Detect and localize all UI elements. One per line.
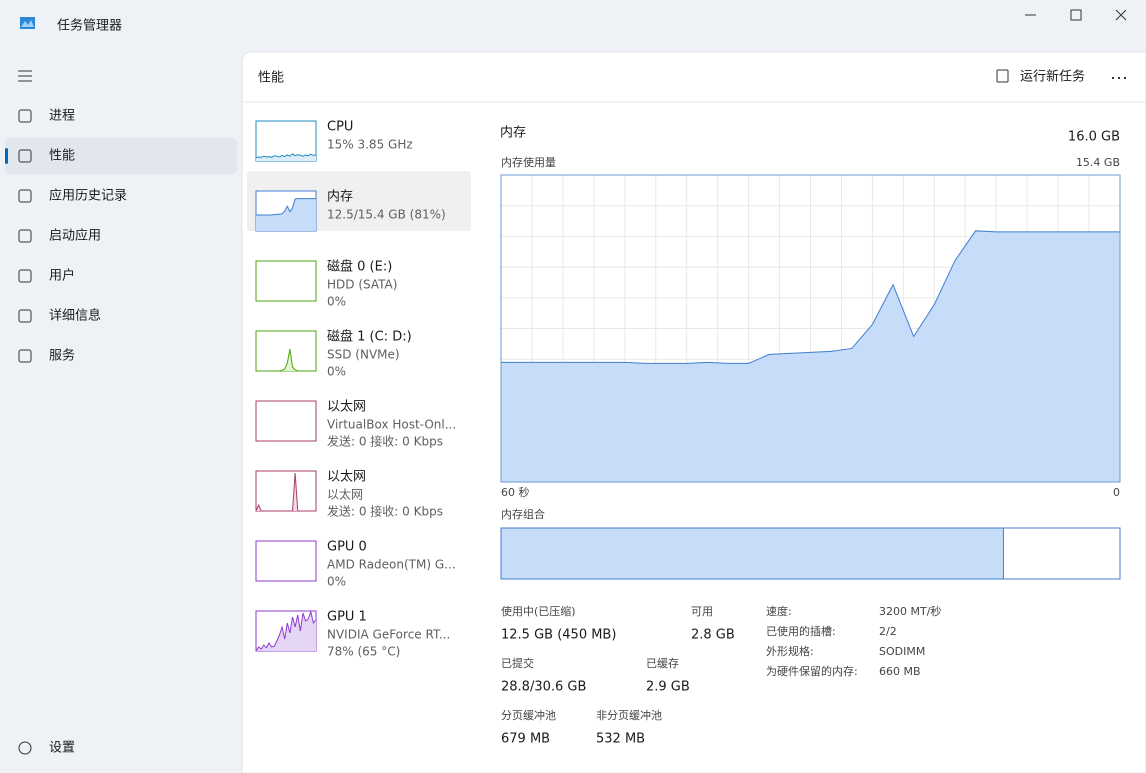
device-thumbnail[interactable] <box>255 330 317 372</box>
close-button[interactable] <box>1115 9 1127 21</box>
device-thumbnail[interactable] <box>255 540 317 582</box>
device-detail: SSD (NVMe) <box>327 348 400 362</box>
device-name[interactable]: 磁盘 1 (C: D:) <box>327 329 412 345</box>
nav-item[interactable]: 性能 <box>49 149 75 164</box>
device-detail: 0% <box>327 365 346 379</box>
thumbnail-line <box>256 348 316 372</box>
device-detail: HDD (SATA) <box>327 278 397 292</box>
nav-item[interactable]: 详细信息 <box>49 308 101 324</box>
device-detail: VirtualBox Host-Onl... <box>327 418 456 432</box>
x-label-start: 60 秒 <box>501 485 530 499</box>
chart-frame <box>500 174 1121 483</box>
thumbnail-line <box>255 610 317 652</box>
nav-item[interactable]: 应用历史记录 <box>49 188 127 204</box>
device-detail: 0% <box>327 295 346 309</box>
settings-icon[interactable] <box>18 741 32 755</box>
memory-title: 内存 <box>500 125 526 141</box>
stat-label: 已缓存 <box>646 656 679 670</box>
usage-line <box>501 230 1120 364</box>
thumbnail-line <box>255 153 317 159</box>
stat-label: 已提交 <box>501 656 534 670</box>
thumbnail-line <box>256 198 316 216</box>
run-task-icon[interactable] <box>996 69 1009 83</box>
device-detail: 15% 3.85 GHz <box>327 138 413 152</box>
detail-value: 660 MB <box>879 665 921 678</box>
detail-value: 2/2 <box>879 625 897 638</box>
device-detail: NVIDIA GeForce RT... <box>327 628 450 642</box>
nav-selected-bg <box>5 138 237 174</box>
nav-icon[interactable] <box>18 189 32 203</box>
stat-label: 可用 <box>691 605 713 618</box>
nav-item[interactable]: 用户 <box>49 268 75 284</box>
memory-capacity: 16.0 GB <box>1068 130 1120 145</box>
device-name[interactable]: GPU 1 <box>327 610 367 625</box>
maximize-button[interactable] <box>1070 9 1082 21</box>
device-detail: 78% (65 °C) <box>327 645 400 659</box>
stat-label: 非分页缓冲池 <box>596 708 662 722</box>
app-icon <box>20 17 35 29</box>
thumbnail-line <box>255 472 316 512</box>
stat-value: 28.8/30.6 GB <box>501 680 586 695</box>
nav-indicator <box>5 148 8 164</box>
window-title: 任务管理器 <box>57 18 122 34</box>
nav-settings[interactable]: 设置 <box>49 741 75 756</box>
device-thumbnail[interactable] <box>255 470 317 512</box>
menu-button[interactable] <box>18 70 32 82</box>
device-name[interactable]: 以太网 <box>327 470 366 485</box>
nav-item[interactable]: 启动应用 <box>49 228 101 244</box>
nav-item[interactable]: 进程 <box>49 109 75 124</box>
chart-max-label: 15.4 GB <box>1076 156 1120 169</box>
nav-icon[interactable] <box>18 349 32 363</box>
detail-label: 速度: <box>766 604 792 618</box>
device-name[interactable]: 磁盘 0 (E:) <box>327 259 392 275</box>
detail-label: 为硬件保留的内存: <box>766 664 858 678</box>
stat-label: 使用中(已压缩) <box>501 605 576 618</box>
device-detail: 发送: 0 接收: 0 Kbps <box>327 434 443 449</box>
stat-value: 12.5 GB (450 MB) <box>501 628 616 643</box>
nav-icon[interactable] <box>18 109 32 123</box>
device-name[interactable]: 以太网 <box>327 400 366 415</box>
composition-in-use <box>500 527 1004 580</box>
page-title: 性能 <box>258 71 284 86</box>
device-thumbnail[interactable] <box>255 260 317 302</box>
device-detail: 0% <box>327 575 346 589</box>
thumbnail-area <box>256 198 316 231</box>
device-thumbnail[interactable] <box>255 400 317 442</box>
device-thumbnail[interactable] <box>255 120 317 162</box>
stat-value: 2.9 GB <box>646 680 690 695</box>
detail-label: 已使用的插槽: <box>766 624 836 638</box>
device-detail: AMD Radeon(TM) G... <box>327 558 456 572</box>
nav-icon[interactable] <box>18 229 32 243</box>
stat-value: 679 MB <box>501 732 550 747</box>
stat-label: 分页缓冲池 <box>501 708 556 722</box>
app-icon-graph <box>21 20 34 27</box>
detail-value: SODIMM <box>879 645 925 658</box>
device-detail: 12.5/15.4 GB (81%) <box>327 208 446 222</box>
detail-label: 外形规格: <box>766 644 814 658</box>
device-detail: 发送: 0 接收: 0 Kbps <box>327 504 443 519</box>
device-detail: 以太网 <box>327 487 363 502</box>
x-label-end: 0 <box>1113 486 1120 499</box>
stat-value: 532 MB <box>596 732 645 747</box>
nav-icon[interactable] <box>18 149 32 163</box>
nav-icon[interactable] <box>18 309 32 323</box>
device-name[interactable]: CPU <box>327 120 353 135</box>
composition-label: 内存组合 <box>501 507 545 521</box>
device-name[interactable]: 内存 <box>327 189 353 205</box>
device-name[interactable]: GPU 0 <box>327 540 367 555</box>
chart-label: 内存使用量 <box>501 155 556 169</box>
stat-value: 2.8 GB <box>691 628 735 643</box>
detail-value: 3200 MT/秒 <box>879 604 941 618</box>
run-task-button[interactable]: 运行新任务 <box>1020 69 1085 85</box>
usage-area <box>501 230 1120 482</box>
nav-icon[interactable] <box>18 269 32 283</box>
nav-item[interactable]: 服务 <box>49 348 75 364</box>
